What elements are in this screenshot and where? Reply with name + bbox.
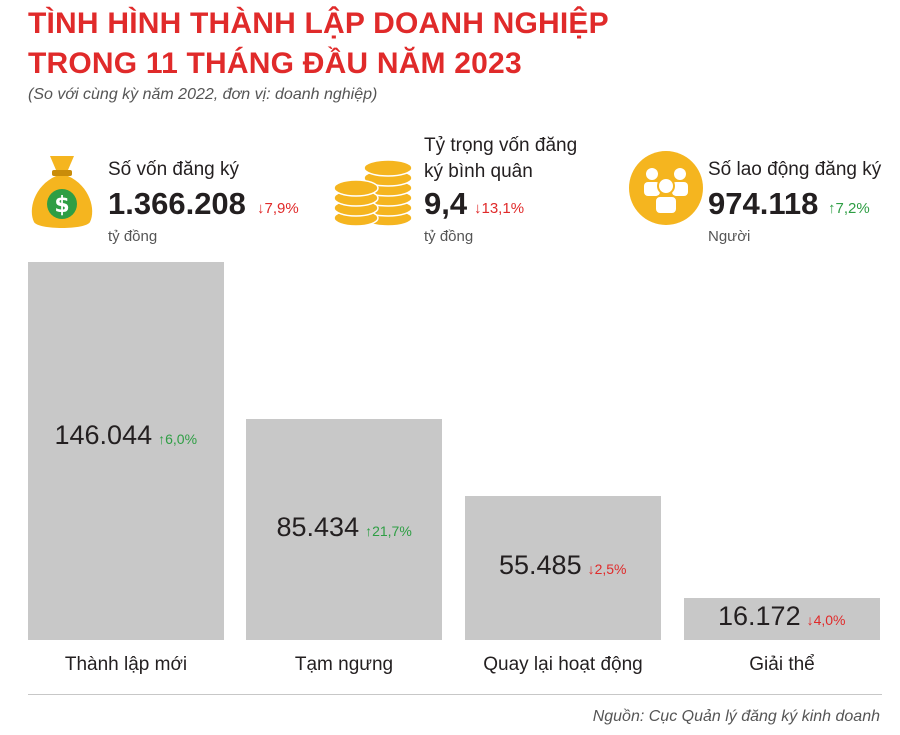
kpi-labor-label: Số lao động đăng ký	[708, 159, 882, 180]
bar-value-label: 55.485 ↓2,5%	[499, 550, 627, 581]
kpi-avg-label-1: Tỷ trọng vốn đăng	[424, 135, 578, 156]
kpi-avg-label-2: ký bình quân	[424, 161, 533, 182]
bar-1	[28, 262, 224, 640]
bar-4	[684, 598, 880, 640]
category-label: Thành lập mới	[64, 654, 188, 675]
bar-value-number: 55.485	[499, 550, 582, 580]
divider	[28, 694, 882, 695]
bar-change-label: ↑6,0%	[158, 431, 198, 447]
bar-change-label: ↑21,7%	[365, 522, 412, 539]
kpi-capital-label: Số vốn đăng ký	[108, 159, 239, 180]
category-label: Giải thể	[749, 654, 815, 675]
kpi-labor-unit: Người	[708, 228, 751, 245]
bar-value-label: 85.434 ↑21,7%	[277, 512, 412, 543]
people-icon	[629, 151, 703, 225]
bar-value-label: 16.172 ↓4,0%	[718, 601, 846, 632]
kpi-labor-value: 974.118	[708, 186, 819, 221]
kpi-labor-change: ↑7,2%	[828, 200, 870, 217]
bar-change-label: ↓2,5%	[587, 561, 627, 577]
kpi-capital-unit: tỷ đồng	[108, 228, 158, 245]
bar-3	[465, 496, 661, 640]
kpi-avg-change: ↓13,1%	[474, 200, 525, 217]
bar-value-number: 85.434	[276, 511, 360, 542]
title-line-2: TRONG 11 THÁNG ĐẦU NĂM 2023	[28, 47, 522, 80]
category-label: Tạm ngưng	[294, 654, 394, 675]
bar-value-number: 146.044	[54, 420, 153, 450]
subtitle: (So với cùng kỳ năm 2022, đơn vị: doanh …	[28, 86, 378, 103]
kpi-capital-value: 1.366.208	[108, 186, 246, 221]
bar-2	[246, 419, 442, 640]
kpi-avg-value: 9,4	[424, 186, 468, 221]
category-label: Quay lại hoạt động	[483, 654, 643, 675]
bar-value-number: 16.172	[718, 601, 801, 631]
coins-stack-icon	[333, 159, 413, 227]
bar-change-label: ↓4,0%	[806, 612, 846, 628]
bar-value-label: 146.044 ↑6,0%	[55, 420, 198, 451]
title-line-1: TÌNH HÌNH THÀNH LẬP DOANH NGHIỆP	[28, 7, 609, 40]
source-note: Nguồn: Cục Quản lý đăng ký kinh doanh	[592, 708, 880, 725]
svg-text:$: $	[54, 193, 69, 218]
kpi-avg-unit: tỷ đồng	[424, 228, 474, 245]
kpi-capital-change: ↓7,9%	[257, 200, 299, 217]
money-bag-icon: $	[31, 156, 93, 228]
